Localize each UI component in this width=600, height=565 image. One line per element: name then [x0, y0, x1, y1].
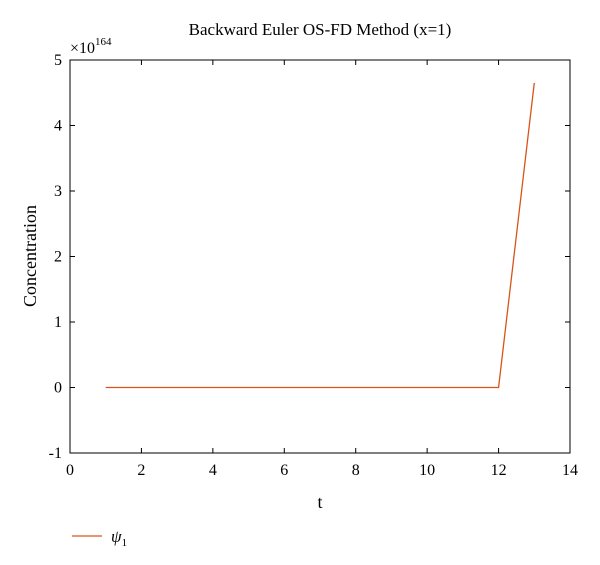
legend-label-base: ψ — [111, 527, 122, 546]
legend-label-sub: 1 — [122, 537, 128, 549]
x-tick-label: 4 — [209, 462, 217, 479]
y-tick-label: 3 — [54, 183, 62, 200]
legend: ψ1 — [72, 527, 127, 549]
y-axis-ticks: -1 0 1 2 3 4 5 — [49, 52, 570, 462]
x-tick-label: 8 — [352, 462, 360, 479]
y-multiplier: ×10164 — [70, 36, 112, 57]
y-tick-label: 4 — [54, 118, 62, 135]
x-tick-label: 0 — [66, 462, 74, 479]
y-tick-label: 5 — [54, 52, 62, 69]
series-layer — [105, 82, 535, 389]
x-tick-label: 14 — [562, 462, 578, 479]
x-tick-label: 2 — [137, 462, 145, 479]
legend-label-psi1: ψ1 — [111, 527, 127, 549]
y-tick-label: -1 — [49, 445, 62, 462]
x-tick-label: 12 — [491, 462, 507, 479]
x-tick-label: 10 — [419, 462, 435, 479]
series-line-psi1 — [105, 82, 535, 389]
plot-area — [69, 59, 571, 454]
chart-title: Backward Euler OS-FD Method (x=1) — [189, 20, 452, 39]
y-tick-label: 1 — [54, 314, 62, 331]
x-tick-label: 6 — [280, 462, 288, 479]
y-multiplier-exponent: 164 — [95, 36, 112, 48]
y-axis-label: Concentration — [20, 205, 40, 307]
y-tick-label: 0 — [54, 380, 62, 397]
x-axis-label: t — [317, 492, 322, 512]
y-tick-label: 2 — [54, 249, 62, 266]
x-axis-ticks: 0 2 4 6 8 10 12 14 — [66, 60, 578, 479]
y-multiplier-base: ×10 — [70, 40, 95, 57]
